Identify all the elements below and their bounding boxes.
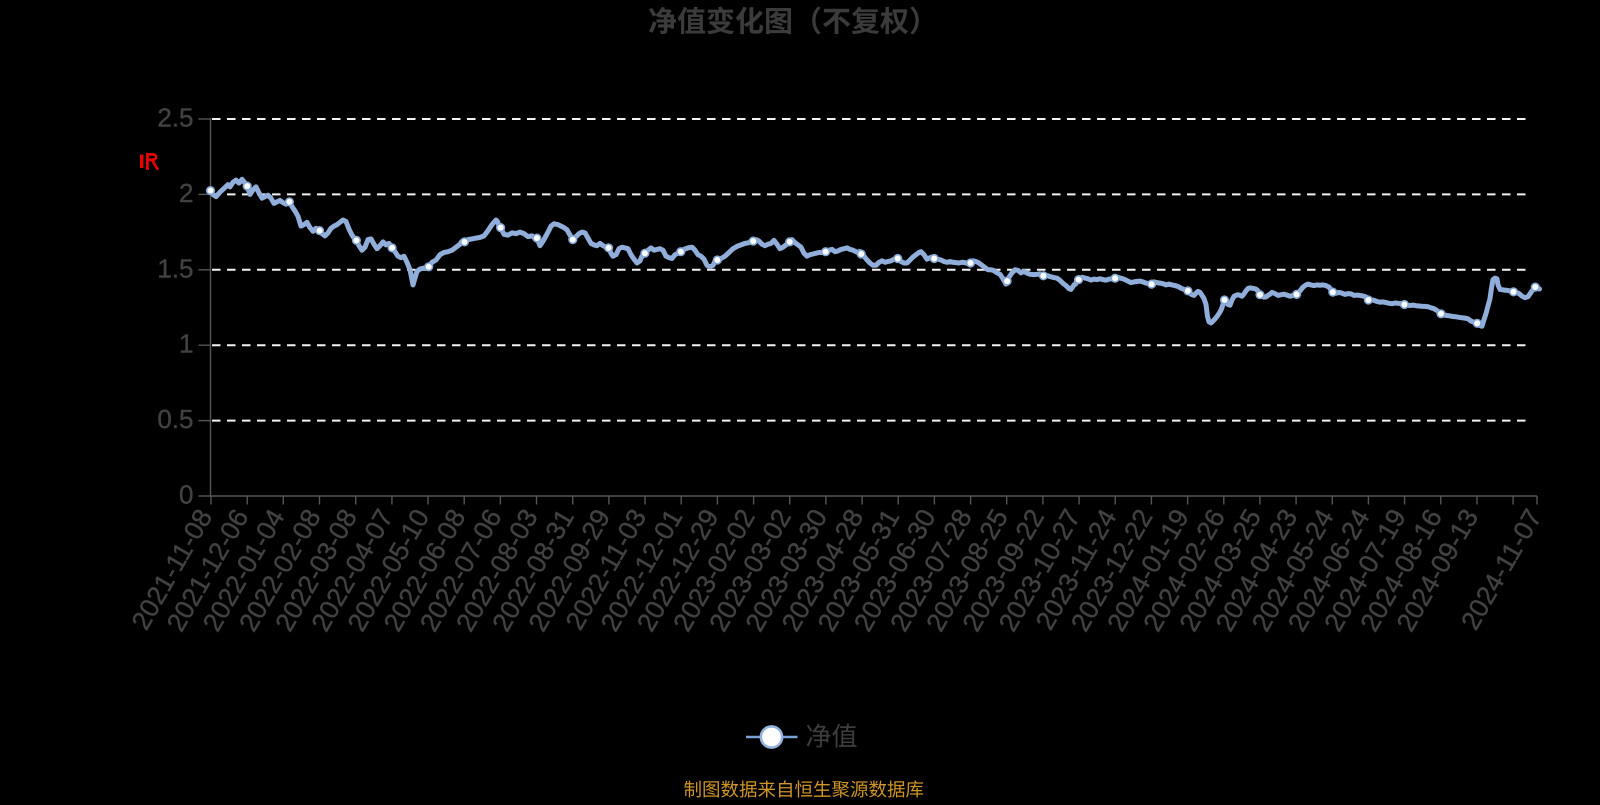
svg-text:1.5: 1.5	[157, 253, 193, 283]
svg-text:2: 2	[179, 178, 193, 208]
svg-text:1: 1	[179, 329, 193, 359]
svg-text:0.5: 0.5	[157, 404, 193, 434]
svg-text:2.5: 2.5	[157, 103, 193, 133]
svg-text:0: 0	[179, 480, 193, 510]
